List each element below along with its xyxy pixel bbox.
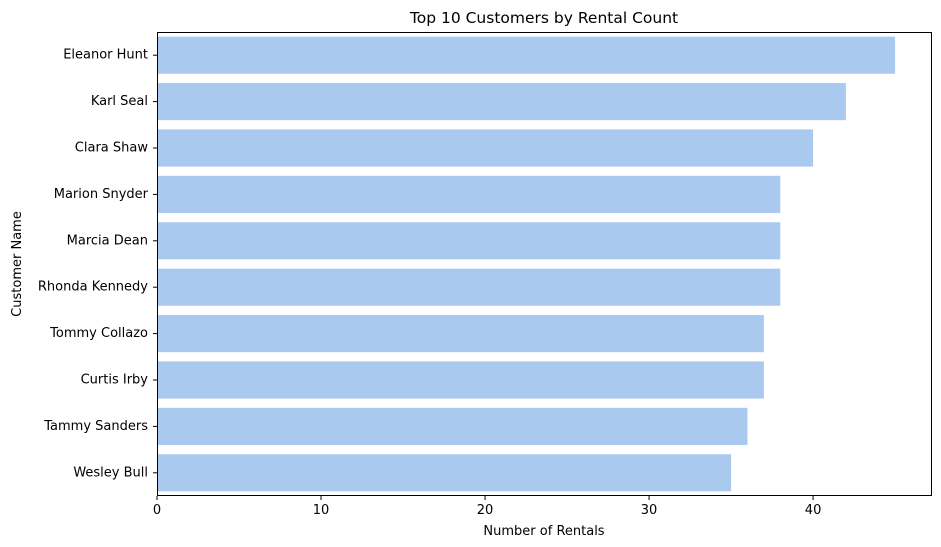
x-axis-label: Number of Rentals (483, 524, 604, 539)
y-tick-label: Tommy Collazo (49, 326, 148, 341)
bar-marcia-dean (157, 222, 781, 260)
bars-layer (157, 36, 896, 492)
bar-wesley-bull (157, 454, 732, 492)
y-tick-label: Wesley Bull (73, 465, 148, 480)
bar-marion-snyder (157, 175, 781, 213)
bar-eleanor-hunt (157, 36, 896, 74)
y-tick-label: Rhonda Kennedy (38, 280, 148, 295)
chart-title: Top 10 Customers by Rental Count (409, 9, 678, 27)
y-tick-label: Karl Seal (91, 94, 148, 109)
bar-karl-seal (157, 83, 846, 121)
bar-tommy-collazo (157, 315, 764, 353)
y-tick-label: Clara Shaw (75, 141, 149, 156)
y-tick-label: Eleanor Hunt (63, 48, 148, 63)
bar-clara-shaw (157, 129, 814, 167)
x-tick-layer: 0 10 20 30 40 (153, 496, 821, 518)
bar-tammy-sanders (157, 407, 748, 445)
x-tick-label: 40 (805, 503, 822, 518)
bar-rhonda-kennedy (157, 268, 781, 306)
y-tick-label: Tammy Sanders (43, 419, 148, 434)
y-axis-label: Customer Name (10, 211, 25, 317)
x-tick-label: 20 (477, 503, 494, 518)
y-tick-label: Marion Snyder (54, 187, 149, 202)
x-tick-label: 10 (313, 503, 330, 518)
x-tick-label: 30 (641, 503, 658, 518)
y-tick-layer: Eleanor Hunt Karl Seal Clara Shaw Marion Sn… (38, 48, 157, 480)
x-tick-label: 0 (153, 503, 161, 518)
y-tick-label: Marcia Dean (67, 233, 148, 248)
plot-frame (157, 32, 932, 496)
y-tick-label: Curtis Irby (81, 373, 149, 388)
bar-curtis-irby (157, 361, 764, 399)
